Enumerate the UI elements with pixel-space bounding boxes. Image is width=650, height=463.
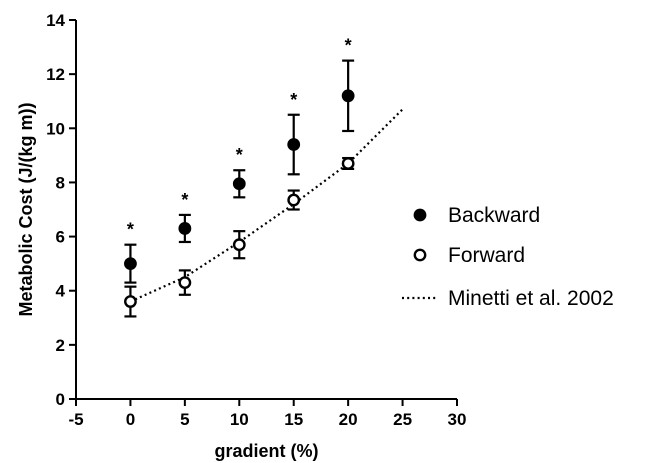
legend: Backward Forward Minetti et al. 2002 xyxy=(402,204,614,310)
y-tick-label: 0 xyxy=(56,390,65,409)
data-marks xyxy=(124,59,355,318)
x-tick-label: 25 xyxy=(393,410,412,429)
backward-point xyxy=(178,213,192,244)
significance-star: * xyxy=(127,220,134,240)
significance-star: * xyxy=(236,145,243,165)
x-tick-label: 0 xyxy=(126,410,135,429)
significance-star: * xyxy=(345,36,352,56)
significance-star: * xyxy=(290,90,297,110)
filled-marker xyxy=(341,89,355,103)
filled-marker xyxy=(124,257,137,271)
x-tick-label: 20 xyxy=(339,410,358,429)
open-marker xyxy=(341,157,355,170)
y-axis-title: Metabolic Cost (J/(kg m)) xyxy=(16,102,36,316)
forward-point xyxy=(341,156,355,170)
x-axis-title: gradient (%) xyxy=(214,441,318,461)
filled-marker xyxy=(178,222,192,235)
reference-curve xyxy=(129,108,404,303)
legend-label: Forward xyxy=(448,244,525,267)
filled-marker xyxy=(287,138,301,151)
forward-point xyxy=(124,285,137,318)
filled-marker xyxy=(232,177,246,191)
y-tick-label: 14 xyxy=(46,11,65,30)
significance-annotations: * * * * * xyxy=(127,36,352,240)
minetti-curve xyxy=(129,108,404,303)
forward-point xyxy=(232,230,246,260)
x-tick-label: 30 xyxy=(448,410,467,429)
open-marker xyxy=(232,238,246,252)
y-tick-label: 12 xyxy=(46,65,65,84)
forward-point xyxy=(178,269,192,296)
legend-label: Minetti et al. 2002 xyxy=(448,287,614,310)
backward-point xyxy=(287,113,301,176)
y-tick-label: 4 xyxy=(56,282,66,301)
x-tick-label: 15 xyxy=(284,410,303,429)
y-tick-label: 2 xyxy=(56,336,65,355)
open-marker xyxy=(124,295,137,308)
backward-point xyxy=(232,169,246,199)
backward-point xyxy=(124,243,137,284)
x-tick-label: 10 xyxy=(230,410,249,429)
x-tick-label: -5 xyxy=(68,410,83,429)
legend-forward-marker xyxy=(413,248,427,262)
legend-backward-marker xyxy=(413,208,427,222)
significance-star: * xyxy=(181,190,188,210)
backward-point xyxy=(341,59,355,133)
y-tick-label: 8 xyxy=(56,173,65,192)
y-tick-label: 6 xyxy=(56,228,65,247)
open-marker xyxy=(178,276,192,289)
forward-point xyxy=(287,189,301,211)
legend-label: Backward xyxy=(448,204,540,227)
open-marker xyxy=(287,193,301,207)
x-tick-label: 5 xyxy=(180,410,189,429)
y-tick-label: 10 xyxy=(46,119,65,138)
